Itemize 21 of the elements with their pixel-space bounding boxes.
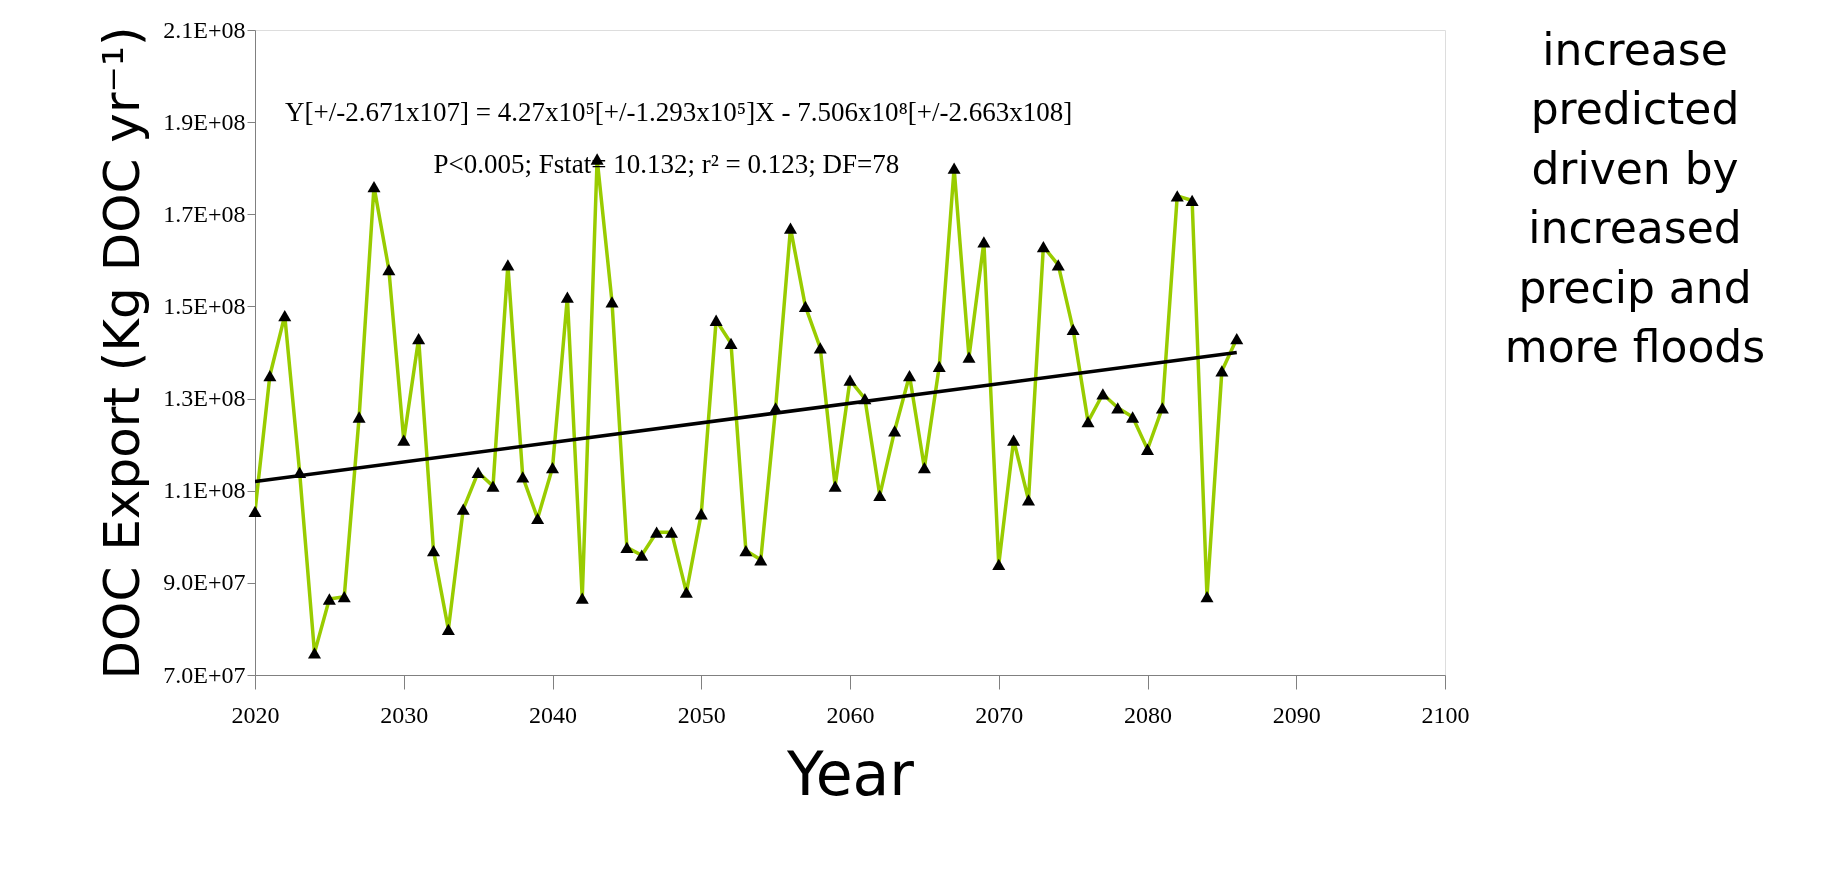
x-axis-title: Year bbox=[785, 738, 915, 809]
y-tick-label: 7.0E+07 bbox=[163, 661, 246, 688]
x-tick-label: 2070 bbox=[975, 701, 1024, 728]
y-tick-label: 1.5E+08 bbox=[163, 292, 246, 319]
y-tick-label: 1.9E+08 bbox=[163, 108, 246, 135]
y-tick-label: 9.0E+07 bbox=[163, 569, 246, 596]
y-tick-label: 1.7E+08 bbox=[163, 200, 246, 227]
x-tick-label: 2100 bbox=[1421, 701, 1470, 728]
x-tick-label: 2030 bbox=[380, 701, 429, 728]
y-tick-label: 1.1E+08 bbox=[163, 477, 246, 504]
x-tick-label: 2060 bbox=[826, 701, 875, 728]
x-tick-label: 2050 bbox=[677, 701, 726, 728]
y-tick-label: 2.1E+08 bbox=[163, 16, 246, 43]
x-tick-label: 2040 bbox=[529, 701, 577, 728]
x-tick-label: 2020 bbox=[231, 701, 280, 728]
text: increase predicted driven by increased precip and more floods bbox=[1504, 24, 1766, 372]
y-axis-title: DOC Export (Kg DOC yr⁻¹) bbox=[93, 26, 152, 680]
y-tick-label: 1.3E+08 bbox=[163, 385, 246, 412]
annotation: Y[+/-2.671x107] = 4.27x10⁵[+/-1.293x10⁵]X - 7.506x10⁸[+/-2.663x108] bbox=[285, 97, 1073, 127]
x-tick-label: 2090 bbox=[1272, 701, 1321, 728]
x-tick-label: 2080 bbox=[1124, 701, 1172, 728]
